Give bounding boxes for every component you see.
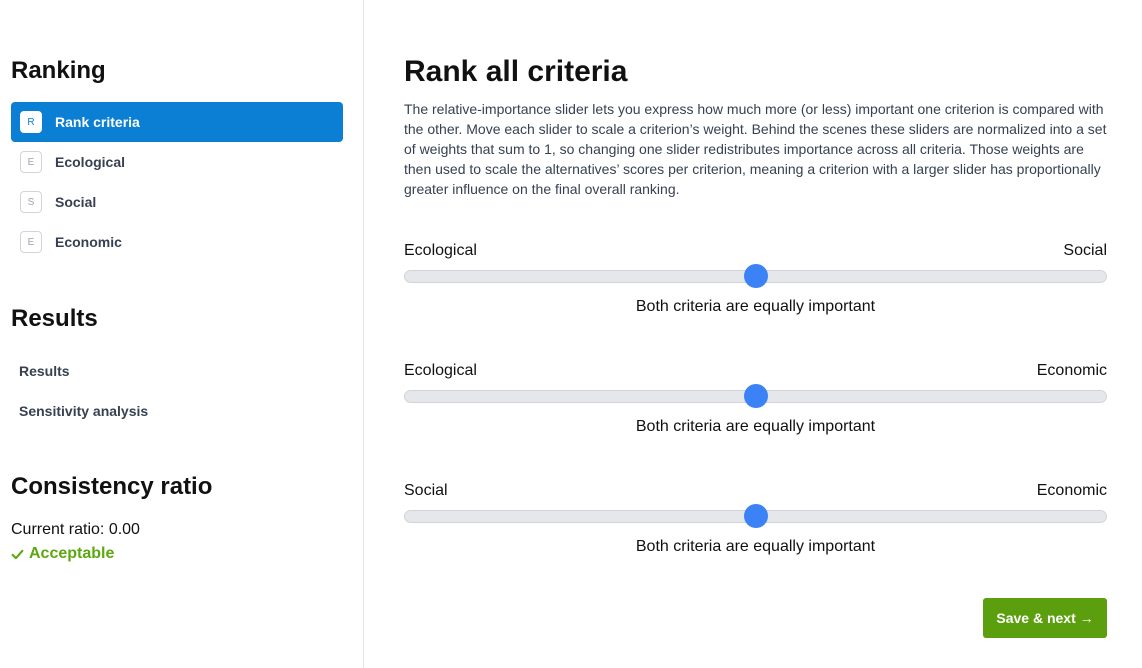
page-title: Rank all criteria xyxy=(404,55,628,88)
slider-right-label: Social xyxy=(1063,242,1107,259)
slider-thumb[interactable] xyxy=(743,264,768,288)
save-next-button[interactable]: Save & next → xyxy=(983,598,1107,638)
sidebar-item-label: Ecological xyxy=(55,154,126,170)
social-badge: S xyxy=(20,191,42,213)
slider-ecological-social: Ecological Social Both criteria are equa… xyxy=(404,242,1107,322)
slider-caption: Both criteria are equally important xyxy=(635,538,876,555)
sidebar-item-label: Rank criteria xyxy=(55,114,140,130)
slider-thumb[interactable] xyxy=(743,384,768,408)
sensitivity-analysis-link[interactable]: Sensitivity analysis xyxy=(19,403,149,419)
status-text: Acceptable xyxy=(29,545,115,562)
slider-left-label: Social xyxy=(404,482,448,499)
slider-thumb[interactable] xyxy=(743,504,768,528)
results-link[interactable]: Results xyxy=(19,363,70,379)
sidebar-item-ecological[interactable]: E Ecological xyxy=(11,142,343,182)
sidebar-item-label: Social xyxy=(55,194,97,210)
sidebar-item-label: Economic xyxy=(55,234,122,250)
sidebar-item-economic[interactable]: E Economic xyxy=(11,222,343,262)
economic-badge: E xyxy=(20,231,42,253)
sidebar-item-rank-criteria[interactable]: R Rank criteria xyxy=(11,102,343,142)
slider-social-economic: Social Economic Both criteria are equall… xyxy=(404,482,1107,562)
slider-left-label: Ecological xyxy=(404,362,477,379)
sidebar: Ranking R Rank criteria E Ecological S S… xyxy=(0,0,364,668)
consistency-ratio-heading: Consistency ratio xyxy=(11,473,213,500)
results-heading: Results xyxy=(11,305,98,332)
slider-caption: Both criteria are equally important xyxy=(635,418,876,435)
check-icon xyxy=(11,549,24,559)
sidebar-item-social[interactable]: S Social xyxy=(11,182,343,222)
current-ratio: Current ratio: 0.00 xyxy=(11,521,140,538)
description: The relative-importance slider lets you … xyxy=(404,101,1107,197)
slider-left-label: Ecological xyxy=(404,242,477,259)
slider-ecological-economic: Ecological Economic Both criteria are eq… xyxy=(404,362,1107,442)
ecological-badge: E xyxy=(20,151,42,173)
slider-right-label: Economic xyxy=(1036,362,1107,379)
ranking-heading: Ranking xyxy=(11,57,106,84)
slider-right-label: Economic xyxy=(1036,482,1107,499)
rank-criteria-badge: R xyxy=(20,111,42,133)
slider-caption: Both criteria are equally important xyxy=(635,298,876,315)
status-badge: Acceptable xyxy=(11,545,114,563)
